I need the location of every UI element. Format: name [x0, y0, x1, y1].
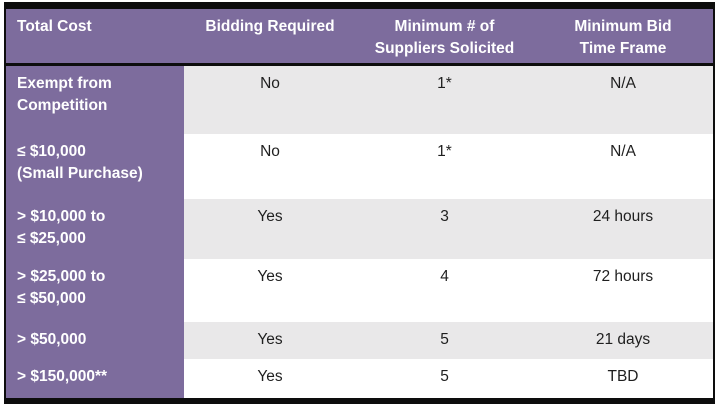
header-cell-bidding-required: Bidding Required [205, 18, 335, 35]
header-separator-line [6, 63, 713, 66]
header-cell-min-bid-time: Minimum Bid Time Frame [574, 18, 672, 57]
suppliers-cell: 3 [356, 199, 533, 259]
timeframe-cell: N/A [533, 134, 713, 199]
bidding-cell: No [184, 134, 356, 199]
header-cell-min-suppliers: Minimum # of Suppliers Solicited [374, 18, 515, 57]
bidding-cell: Yes [184, 259, 356, 322]
table-row: > $25,000 to ≤ $50,000 Yes 4 72 hours [6, 259, 713, 322]
suppliers-cell: 5 [356, 359, 533, 398]
table-row: Exempt from Competition No 1* N/A [6, 66, 713, 134]
suppliers-cell: 1* [356, 66, 533, 134]
cost-cell: ≤ $10,000 (Small Purchase) [6, 134, 184, 199]
timeframe-cell: 24 hours [533, 199, 713, 259]
table-row: > $50,000 Yes 5 21 days [6, 322, 713, 359]
suppliers-cell: 4 [356, 259, 533, 322]
timeframe-cell: TBD [533, 359, 713, 398]
cost-cell: > $25,000 to ≤ $50,000 [6, 259, 184, 322]
cost-cell: > $50,000 [6, 322, 184, 359]
table-header-row: Total Cost Bidding Required Minimum # of… [6, 9, 713, 63]
table-row: > $10,000 to ≤ $25,000 Yes 3 24 hours [6, 199, 713, 259]
suppliers-cell: 1* [356, 134, 533, 199]
timeframe-cell: 72 hours [533, 259, 713, 322]
suppliers-cell: 5 [356, 322, 533, 359]
table-row: > $150,000** Yes 5 TBD [6, 359, 713, 398]
bidding-cell: Yes [184, 359, 356, 398]
cost-cell: > $150,000** [6, 359, 184, 398]
bidding-cell: No [184, 66, 356, 134]
table-row: ≤ $10,000 (Small Purchase) No 1* N/A [6, 134, 713, 199]
bidding-cell: Yes [184, 199, 356, 259]
timeframe-cell: 21 days [533, 322, 713, 359]
cost-cell: > $10,000 to ≤ $25,000 [6, 199, 184, 259]
timeframe-cell: N/A [533, 66, 713, 134]
bidding-cell: Yes [184, 322, 356, 359]
procurement-thresholds-table: Total Cost Bidding Required Minimum # of… [4, 2, 715, 404]
header-cell-total-cost: Total Cost [17, 18, 92, 35]
cost-cell: Exempt from Competition [6, 66, 184, 134]
